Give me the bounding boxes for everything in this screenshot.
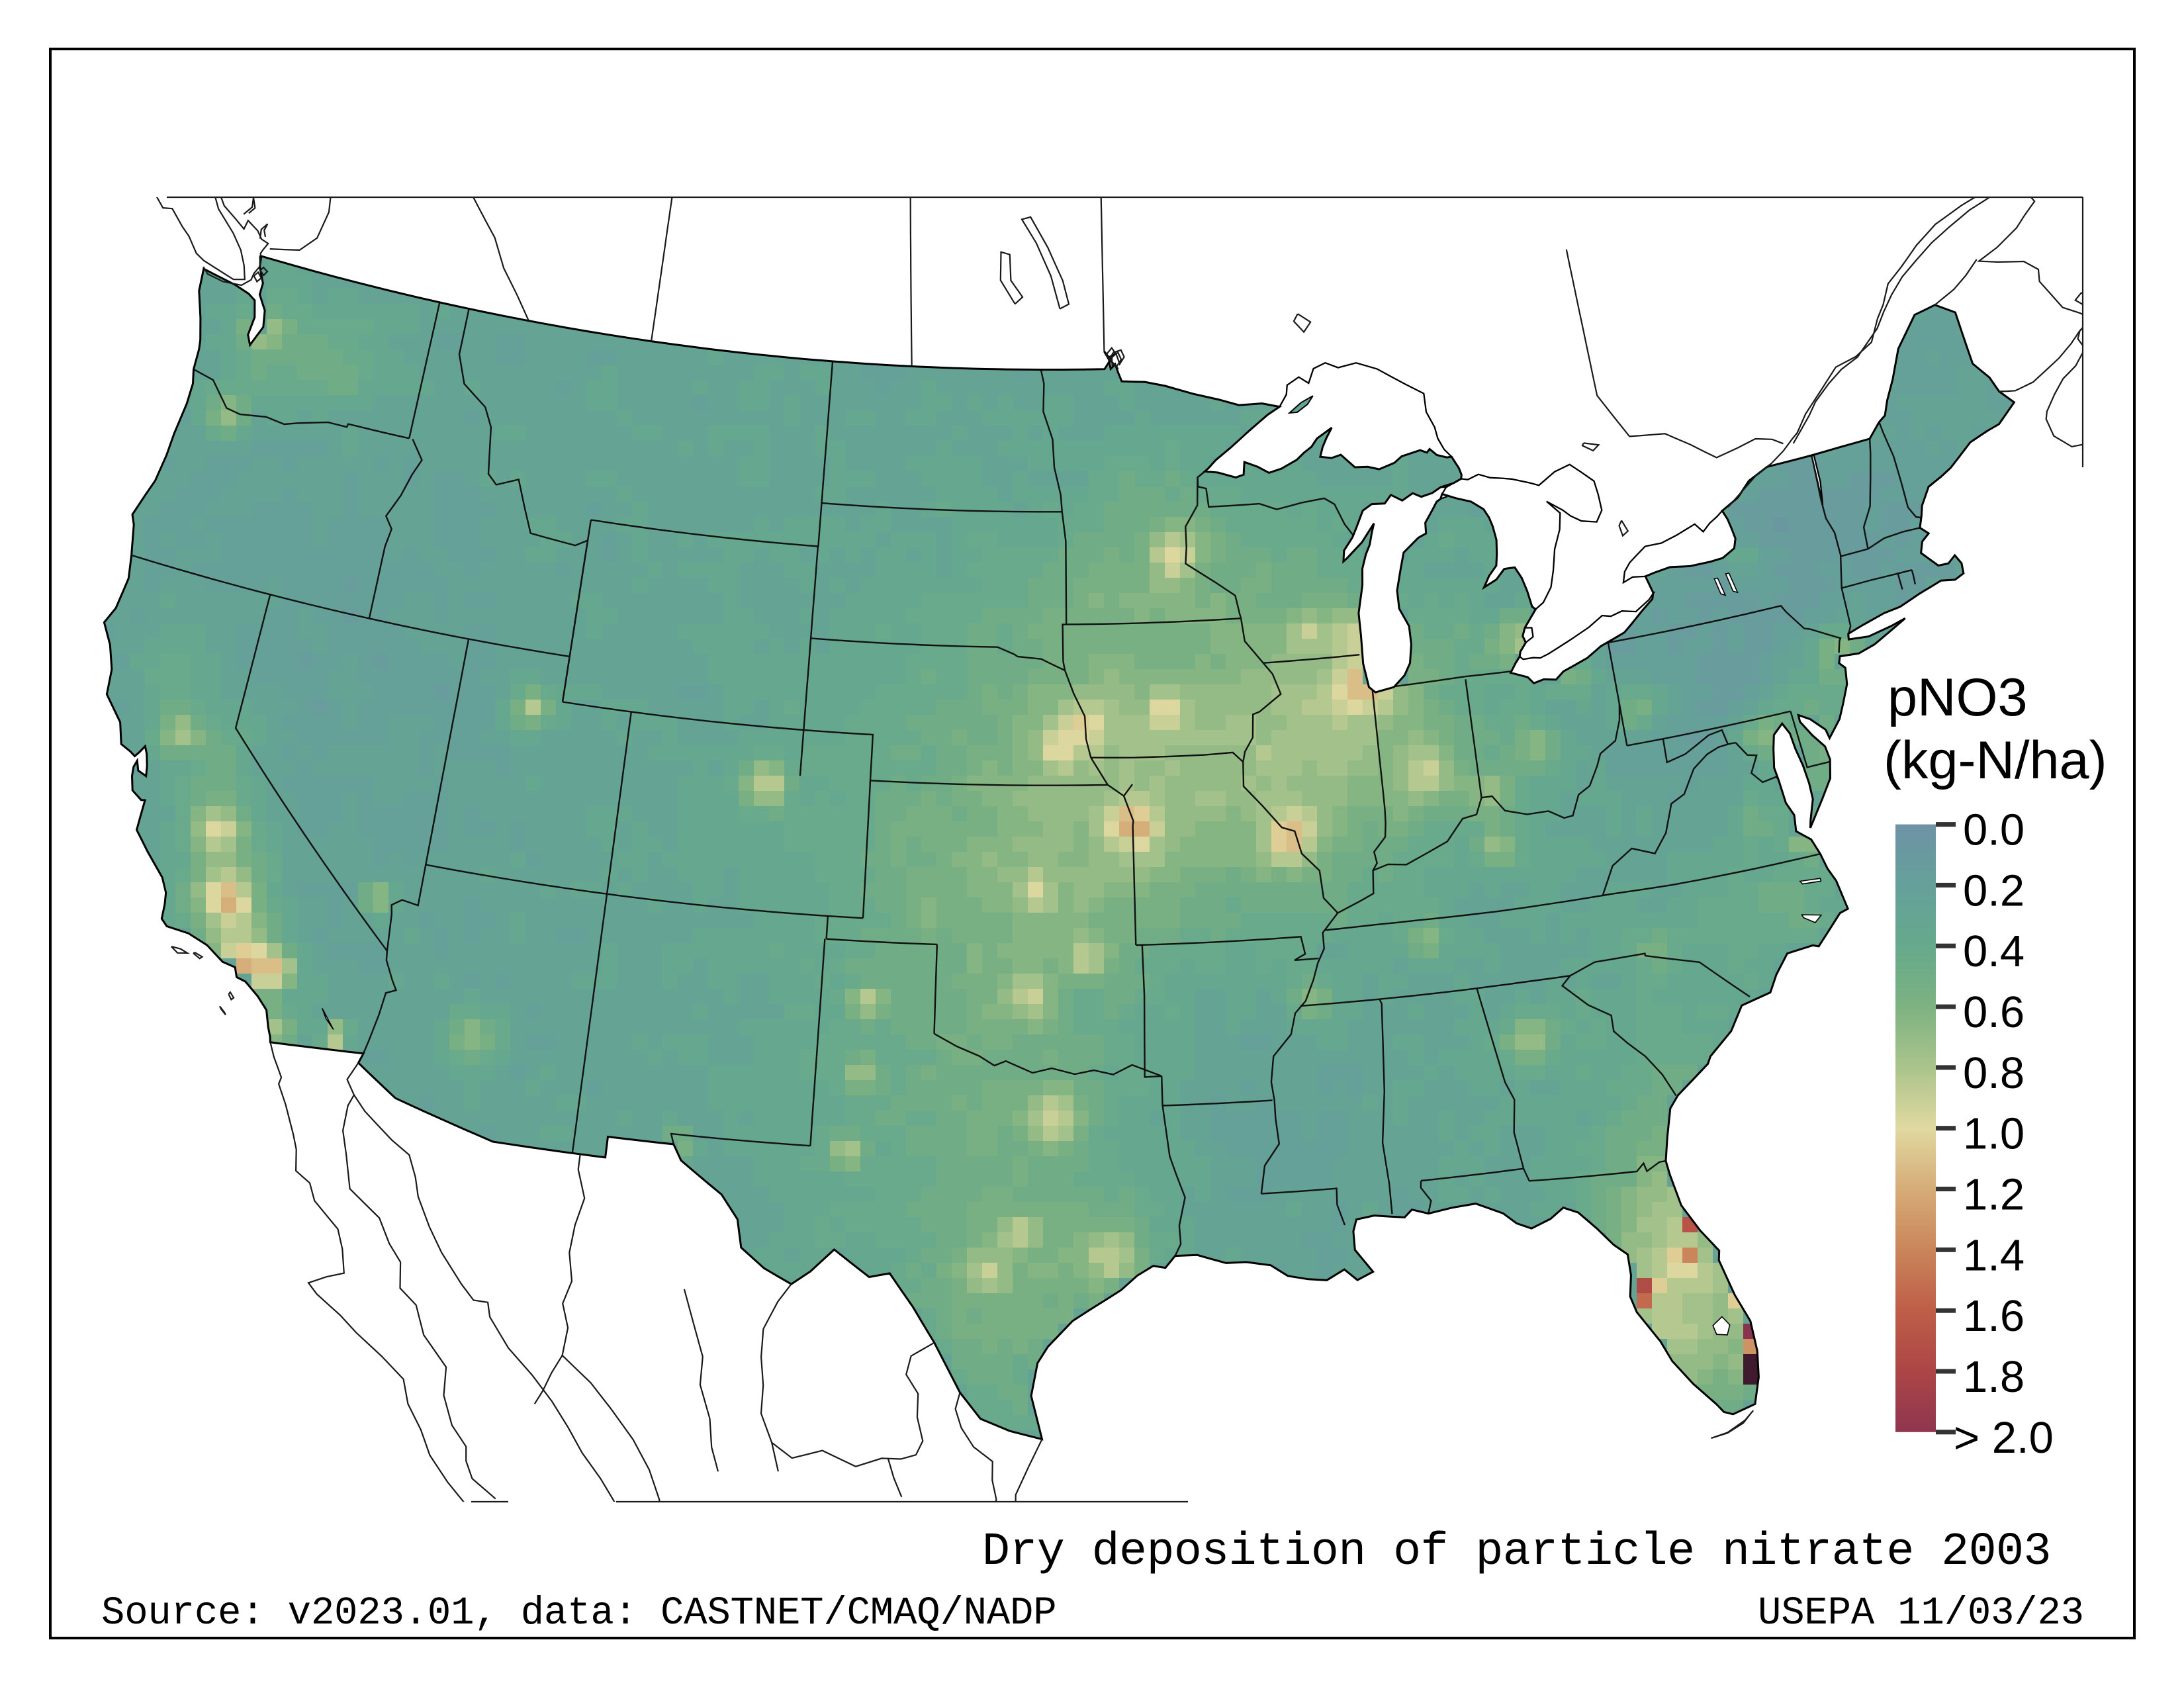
svg-text:0.2: 0.2 (1963, 866, 2025, 915)
svg-text:0.6: 0.6 (1963, 987, 2025, 1037)
svg-text:1.8: 1.8 (1963, 1352, 2025, 1402)
svg-text:0.0: 0.0 (1963, 805, 2025, 855)
svg-text:0.8: 0.8 (1963, 1048, 2025, 1098)
svg-text:1.0: 1.0 (1963, 1109, 2025, 1159)
svg-text:(kg-N/ha): (kg-N/ha) (1884, 731, 2107, 790)
svg-text:0.4: 0.4 (1963, 927, 2025, 976)
svg-text:pNO3: pNO3 (1888, 668, 2028, 727)
svg-text:> 2.0: > 2.0 (1954, 1413, 2054, 1463)
svg-text:1.6: 1.6 (1963, 1291, 2025, 1341)
svg-text:1.4: 1.4 (1963, 1230, 2025, 1280)
svg-text:1.2: 1.2 (1963, 1170, 2025, 1220)
